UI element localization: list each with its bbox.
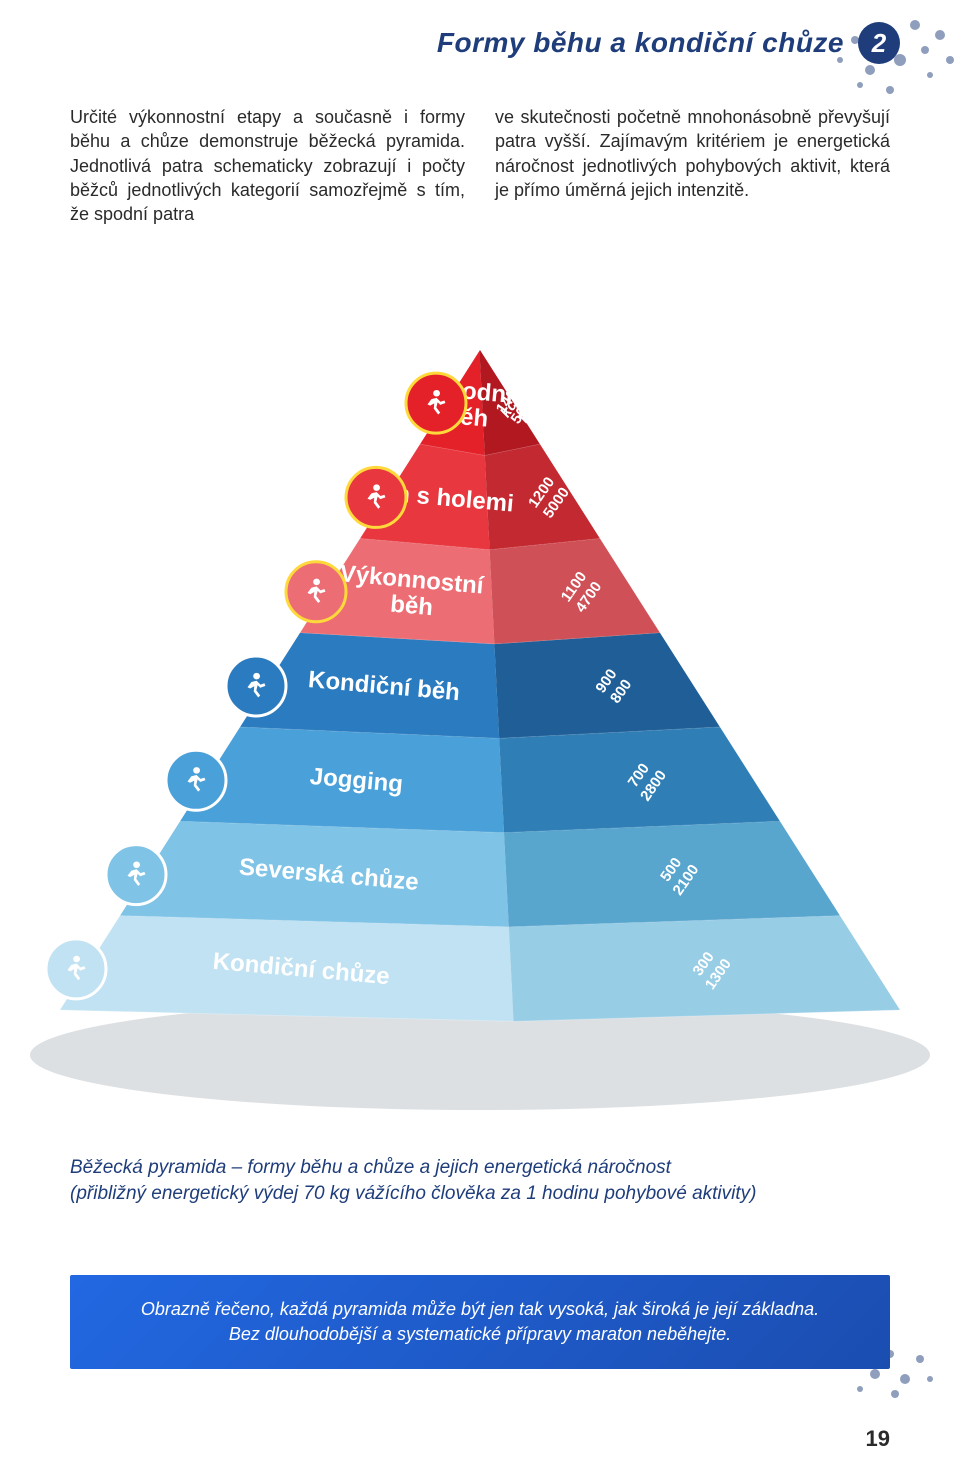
- caption-line: (přibližný energetický výdej 70 kg vážíc…: [70, 1183, 756, 1204]
- quote-box: Obrazně řečeno, každá pyramida může být …: [70, 1275, 890, 1369]
- intro-column-left: Určité výkonnostní etapy a současně i fo…: [70, 105, 465, 226]
- chapter-header: Formy běhu a kondiční chůze 2: [437, 22, 900, 64]
- quote-line: Bez dlouhodobější a systematické příprav…: [229, 1324, 731, 1344]
- page-number: 19: [866, 1426, 890, 1452]
- caption-line: Běžecká pyramida – formy běhu a chůze a …: [70, 1157, 671, 1178]
- svg-text:běh: běh: [389, 591, 434, 622]
- intro-column-right: ve skutečnosti početně mnohonásobně přev…: [495, 105, 890, 226]
- quote-line: Obrazně řečeno, každá pyramida může být …: [141, 1299, 819, 1319]
- intro-paragraph: Určité výkonnostní etapy a současně i fo…: [70, 105, 890, 226]
- pyramid-infographic: Závodníběh14005600Běh s holemi12005000Vý…: [0, 310, 960, 1130]
- pyramid-caption: Běžecká pyramida – formy běhu a chůze a …: [70, 1155, 890, 1206]
- chapter-number-badge: 2: [858, 22, 900, 64]
- chapter-title: Formy běhu a kondiční chůze: [437, 27, 844, 59]
